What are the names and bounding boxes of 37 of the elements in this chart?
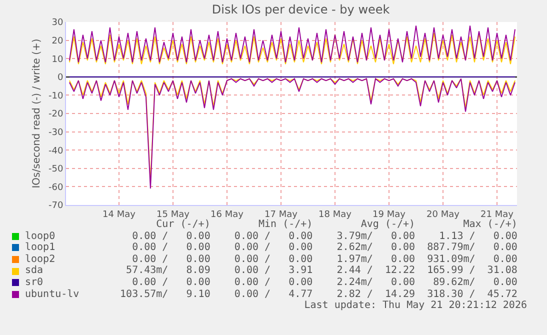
legend-label: sda bbox=[25, 265, 44, 277]
legend-label: sr0 bbox=[25, 276, 44, 289]
y-tick-label: -20 bbox=[48, 110, 64, 120]
text: 0.00 / 0.00 0.00 / 0.00 2.62m/ 0.00 887.79m/ 0.00 bbox=[132, 242, 518, 254]
y-axis-title: IOs/second read (-) / write (+) bbox=[31, 38, 42, 188]
legend-label: loop0 bbox=[25, 230, 56, 242]
y-tick-label: -50 bbox=[48, 164, 64, 175]
legend-label: ubuntu-lv bbox=[25, 288, 80, 300]
x-tick-label: 15 May bbox=[156, 210, 190, 220]
y-tick-label: -40 bbox=[48, 146, 64, 156]
text: 0.00 / 0.00 0.00 / 0.00 2.24m/ 0.00 89.62m/ 0.00 bbox=[132, 276, 518, 288]
legend-label: loop2 bbox=[25, 254, 56, 265]
chart-title: Disk IOs per device - by week bbox=[212, 2, 390, 16]
text: Last update: Thu May 21 20:21:12 2026 bbox=[304, 300, 527, 312]
y-tick-label: -70 bbox=[48, 201, 64, 212]
line-series bbox=[68, 25, 516, 63]
y-tick-label: 20 bbox=[52, 36, 64, 46]
text: 103.57m/ 9.10 0.00 / 4.77 2.82 / 14.29 318.30 / 45.72 bbox=[120, 288, 518, 300]
x-tick-label: 16 May bbox=[210, 210, 244, 220]
y-tick-label: -10 bbox=[48, 91, 64, 102]
y-tick-label: -60 bbox=[48, 182, 64, 193]
x-tick-label: 14 May bbox=[102, 210, 136, 220]
y-tick-label: -30 bbox=[48, 128, 64, 138]
x-tick-label: 20 May bbox=[426, 210, 460, 220]
x-tick-label: 21 May bbox=[480, 210, 514, 220]
text: 0.00 / 0.00 0.00 / 0.00 3.79m/ 0.00 1.13 / 0.00 bbox=[132, 230, 518, 242]
x-tick-label: 17 May bbox=[264, 210, 298, 220]
text: 57.43m/ 8.09 0.00 / 3.91 2.44 / 12.22 165.99 / 31.08 bbox=[126, 265, 518, 276]
x-tick-label: 19 May bbox=[372, 210, 406, 220]
text: 0.00 / 0.00 0.00 / 0.00 1.97m/ 0.00 931.09m/ 0.00 bbox=[132, 254, 518, 265]
y-tick-label: 30 bbox=[52, 18, 64, 28]
line-series bbox=[68, 32, 516, 65]
y-tick-label: 0 bbox=[57, 73, 64, 84]
text: Cur (-/+) Min (-/+) Avg (-/+) Max (-/+) bbox=[156, 219, 518, 230]
legend-label: loop1 bbox=[25, 242, 56, 254]
x-tick-label: 18 May bbox=[318, 210, 352, 220]
y-tick-label: 10 bbox=[52, 54, 64, 65]
